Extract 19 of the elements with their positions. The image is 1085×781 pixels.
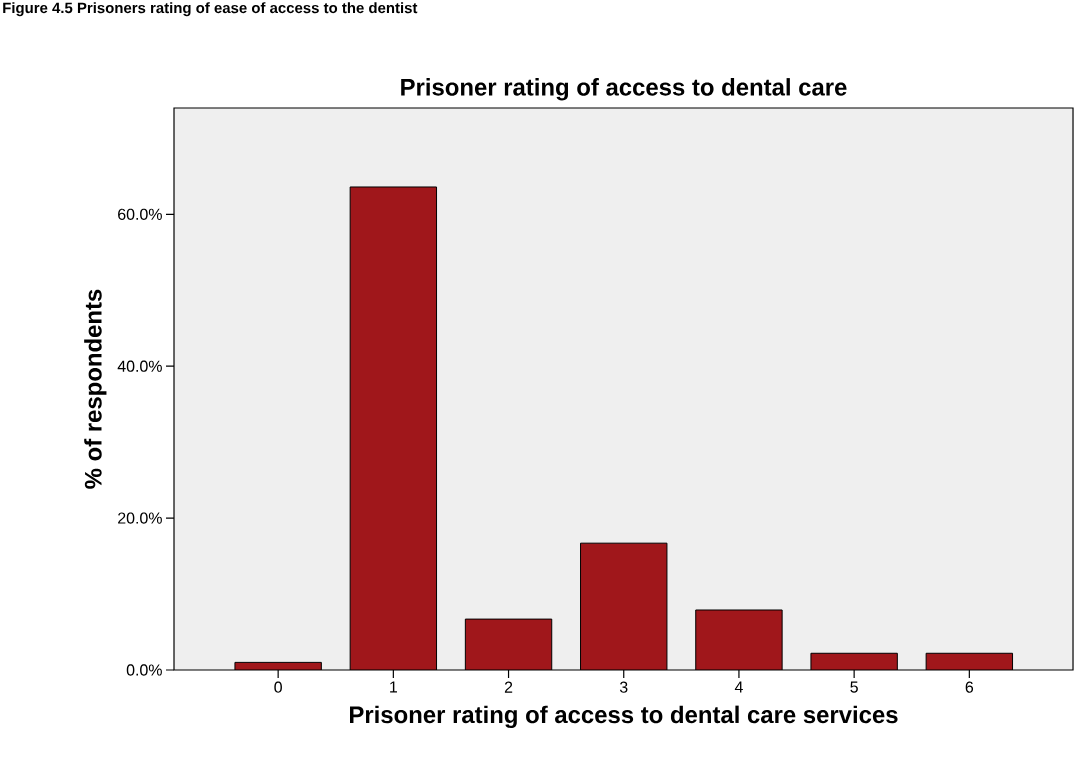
x-tick-label: 2: [504, 681, 513, 693]
bar: [350, 186, 437, 670]
x-tick-label: 3: [619, 681, 628, 693]
y-tick-label: 40.0%: [117, 360, 162, 372]
x-tick-label: 5: [850, 681, 858, 693]
y-tick-label: 60.0%: [118, 208, 162, 220]
y-axis-title: % of respondents: [84, 289, 107, 489]
chart-title: Prisoner rating of access to dental care: [401, 78, 847, 101]
x-tick-label: 4: [734, 681, 743, 693]
bar: [465, 619, 552, 670]
bar: [695, 609, 783, 670]
caption: Figure 4.5 Prisoners rating of ease of access to the dentist: [3, 2, 418, 17]
x-tick-label: 0: [274, 681, 282, 693]
bar: [580, 543, 667, 670]
x-axis-title: Prisoner rating of access to dental care services: [350, 705, 898, 729]
y-tick-label: 0.0%: [126, 664, 162, 676]
x-tick-label: 1: [390, 681, 397, 693]
y-tick-label: 20.0%: [118, 512, 162, 524]
x-tick-label: 6: [965, 681, 974, 693]
